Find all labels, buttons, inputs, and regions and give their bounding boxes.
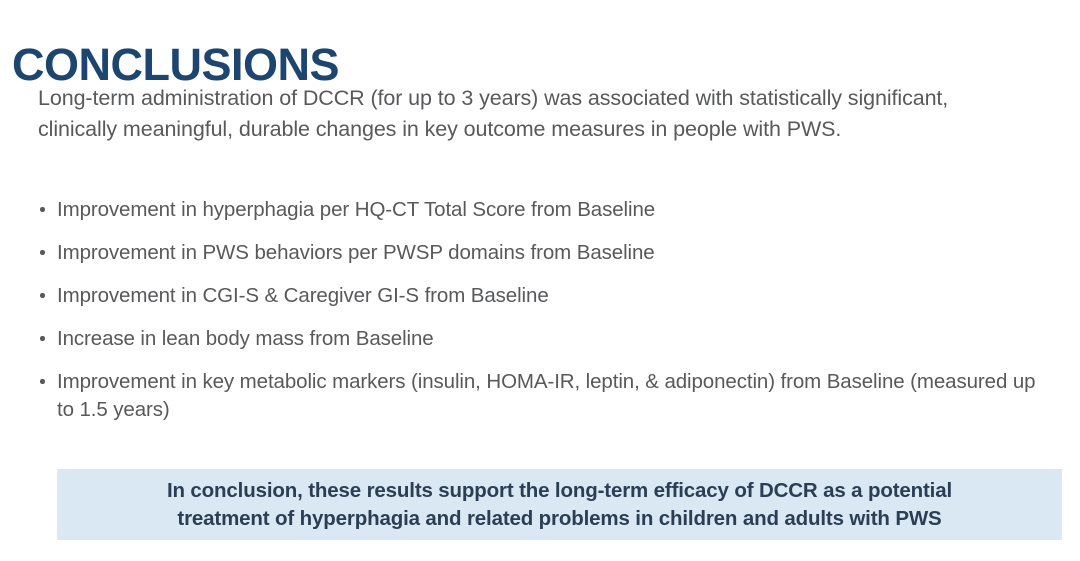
callout-line-2: treatment of hyperphagia and related pro… [177,506,942,530]
list-item-label: Improvement in CGI-S & Caregiver GI-S fr… [57,284,549,307]
lead-paragraph: Long-term administration of DCCR (for up… [38,86,949,141]
list-item: Increase in lean body mass from Baseline [38,325,1043,353]
list-item: Improvement in key metabolic markers (in… [38,368,1043,424]
list-item-label: Increase in lean body mass from Baseline [57,327,434,350]
list-item-label: Improvement in hyperphagia per HQ-CT Tot… [57,198,656,221]
list-item-label: Improvement in PWS behaviors per PWSP do… [57,241,655,264]
page-title: CONCLUSIONS [12,39,340,91]
lead-paragraph-block: Long-term administration of DCCR (for up… [38,83,1038,144]
bullet-dot-icon [40,293,45,298]
conclusions-bullet-list: Improvement in hyperphagia per HQ-CT Tot… [38,196,1043,424]
callout-line-1: In conclusion, these results support the… [166,478,953,502]
list-item: Improvement in hyperphagia per HQ-CT Tot… [38,196,1043,224]
bullet-dot-icon [40,250,45,255]
conclusion-callout-box: In conclusion, these results support the… [57,469,1062,540]
list-item-label: Improvement in key metabolic markers (in… [57,370,1036,421]
bullet-dot-icon [40,336,45,341]
bullet-dot-icon [40,207,45,212]
bullet-dot-icon [40,379,45,384]
list-item: Improvement in PWS behaviors per PWSP do… [38,239,1043,267]
list-item: Improvement in CGI-S & Caregiver GI-S fr… [38,282,1043,310]
